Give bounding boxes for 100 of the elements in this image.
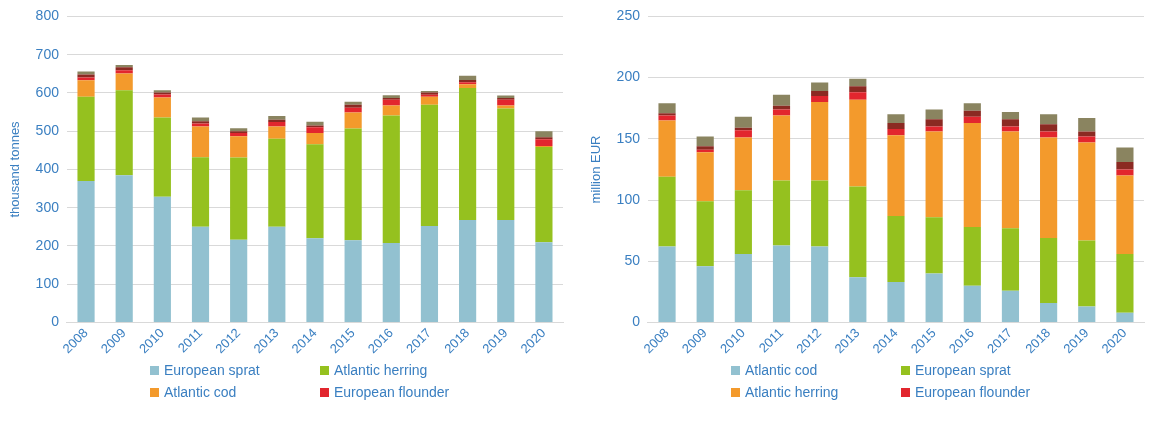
y-tick-label: 50 [624,252,641,269]
y-axis-title: million EUR [588,135,604,204]
bar [191,226,210,323]
bar [535,131,553,138]
bar [811,180,829,247]
bar [963,227,981,286]
bar [696,266,714,323]
bar [77,96,95,181]
bar [191,157,210,227]
bar [849,277,867,323]
bar [420,226,439,323]
bar [306,238,324,323]
y-tick-label: 800 [35,7,60,24]
bar [153,196,171,323]
bar [497,219,515,323]
bar [1001,119,1020,127]
bar [811,91,829,96]
y-tick-label: 150 [616,129,641,146]
bar [535,139,553,147]
bar [1040,302,1058,323]
bar [497,99,515,106]
bar [658,113,676,116]
bar [1116,312,1134,323]
bar [1001,131,1020,229]
bar [535,146,553,243]
bar [772,94,791,106]
bar [887,122,905,130]
bar [734,130,752,138]
bar [420,96,439,105]
bar [772,180,791,246]
bar [772,109,791,116]
bar [811,82,829,92]
bar [887,282,905,323]
bar [811,102,829,181]
bar [925,217,943,274]
bar [1116,147,1134,163]
bar [115,175,133,323]
bar [887,215,905,283]
bar [344,128,362,241]
bar [1040,238,1058,303]
y-tick-label: 0 [632,313,641,330]
bar [535,242,553,323]
bar [1040,114,1058,125]
bar [230,239,248,323]
bar [963,285,981,323]
bar [1040,124,1058,132]
bar [420,104,439,227]
bar [153,97,171,118]
bar [849,86,867,93]
bar [887,114,905,123]
bar [925,273,943,323]
bar [887,129,905,136]
bar [1040,131,1058,138]
bar [734,253,752,323]
bar [382,115,400,243]
bar [115,73,133,91]
bar [849,99,867,187]
bar [153,117,171,197]
bar [459,219,477,323]
y-tick-label: 300 [35,198,60,215]
bar [734,190,752,254]
bar [1116,253,1134,313]
legend-label: European flounder [333,384,451,400]
bar [306,127,324,134]
y-tick-label: 700 [35,45,60,62]
bar [849,78,867,87]
y-tick-label: 0 [51,313,60,330]
bar [925,119,943,127]
bar [191,126,210,158]
legend-label: European flounder [914,384,1032,400]
bar [963,122,981,228]
legend-label: European sprat [914,362,1012,378]
y-tick-label: 250 [616,7,641,24]
bar [887,135,905,216]
bar [811,246,829,323]
legend-label: European sprat [163,362,261,378]
bar [658,103,676,114]
y-tick-label: 400 [35,160,60,177]
bar [382,99,400,106]
bar [268,115,286,120]
y-tick-label: 100 [35,275,60,292]
y-tick-label: 600 [35,83,60,100]
bar [268,138,286,227]
y-tick-label: 100 [616,190,641,207]
bar [658,246,676,323]
bar [1078,136,1096,143]
bar [459,75,477,80]
bar [925,109,943,120]
bar [696,136,714,147]
bar [696,152,714,202]
bar [1040,137,1058,239]
bar [459,87,477,220]
bar [115,90,133,176]
y-tick-label: 200 [616,68,641,85]
legend-label: Atlantic cod [744,362,819,378]
bar [306,144,324,239]
bar [497,108,515,220]
bar [1001,111,1020,120]
y-tick-label: 200 [35,236,60,253]
bar [963,116,981,123]
